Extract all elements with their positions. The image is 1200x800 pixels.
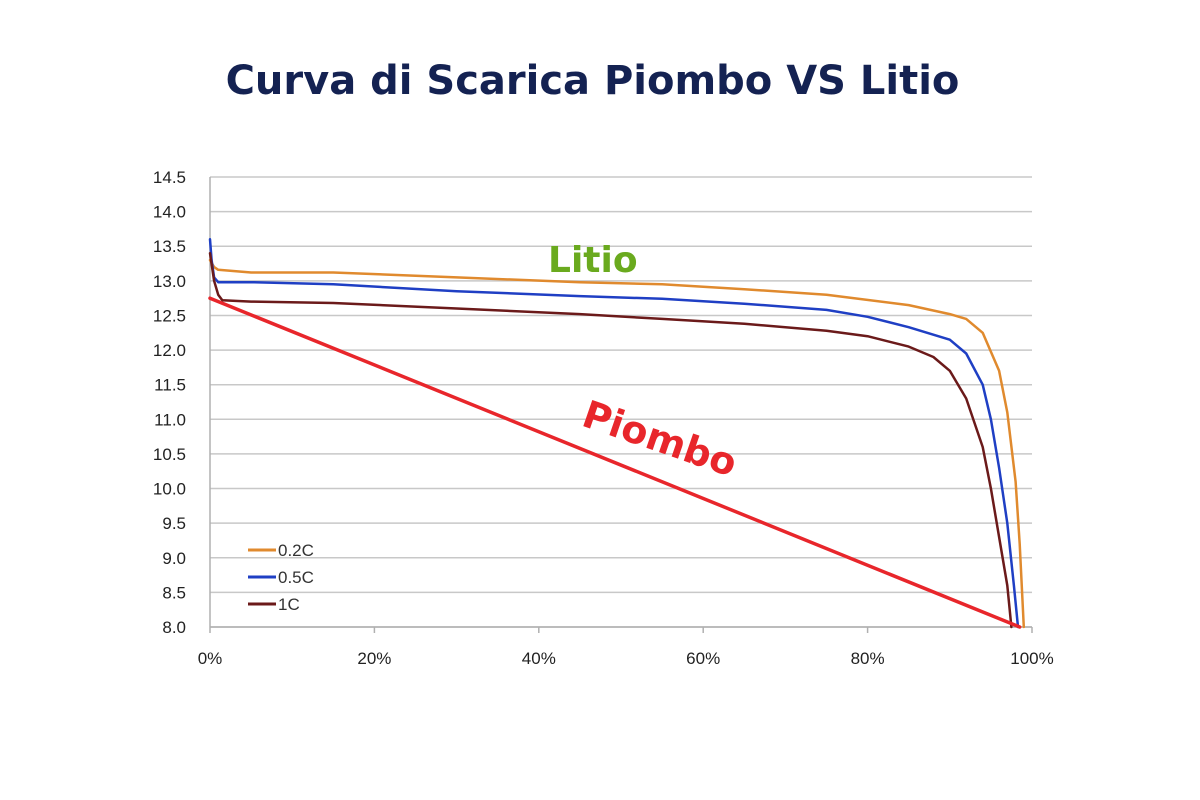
legend-label: 0.5C: [278, 568, 314, 587]
y-tick-label: 12.0: [153, 341, 186, 360]
y-tick-label: 13.0: [153, 272, 186, 291]
y-axis-ticks: 8.0 8.5 9.0 9.5 10.0 10.5 11.0 11.5 12.0 12.5 13.0…: [153, 168, 186, 637]
y-tick-label: 8.5: [162, 583, 186, 602]
y-tick-label: 10.0: [153, 480, 186, 499]
y-tick-label: 12.5: [153, 306, 186, 325]
x-tick-label: 20%: [357, 649, 391, 668]
chart-title: Curva di Scarica Piombo VS Litio: [225, 58, 960, 104]
y-tick-label: 14.5: [153, 168, 186, 187]
legend-label: 0.2C: [278, 541, 314, 560]
series-line-0-2c: [208, 258, 1026, 629]
x-tick-label: 80%: [851, 649, 885, 668]
x-tick-label: 40%: [522, 649, 556, 668]
legend-label: 1C: [278, 595, 300, 614]
y-tick-label: 10.5: [153, 445, 186, 464]
y-tick-label: 13.5: [153, 237, 186, 256]
y-tick-label: 11.0: [154, 410, 186, 429]
series-lines: [208, 238, 1026, 629]
annotation-litio: Litio: [548, 240, 638, 281]
y-tick-label: 11.5: [154, 376, 186, 395]
y-tick-label: 14.0: [153, 203, 186, 222]
x-tick-label: 0%: [198, 649, 223, 668]
legend: 0.2C 0.5C 1C: [248, 541, 314, 614]
annotation-piombo: Piombo: [577, 392, 743, 486]
series-line-1c: [208, 251, 1013, 629]
y-tick-label: 9.5: [162, 514, 186, 533]
x-axis-ticks: 0% 20% 40% 60% 80% 100%: [198, 649, 1054, 668]
y-tick-label: 9.0: [162, 549, 186, 568]
series-line-0-5c: [208, 238, 1020, 629]
x-tick-label: 60%: [686, 649, 720, 668]
x-tick-label: 100%: [1010, 649, 1053, 668]
series-line-piombo: [208, 296, 1022, 629]
y-tick-label: 8.0: [162, 618, 186, 637]
